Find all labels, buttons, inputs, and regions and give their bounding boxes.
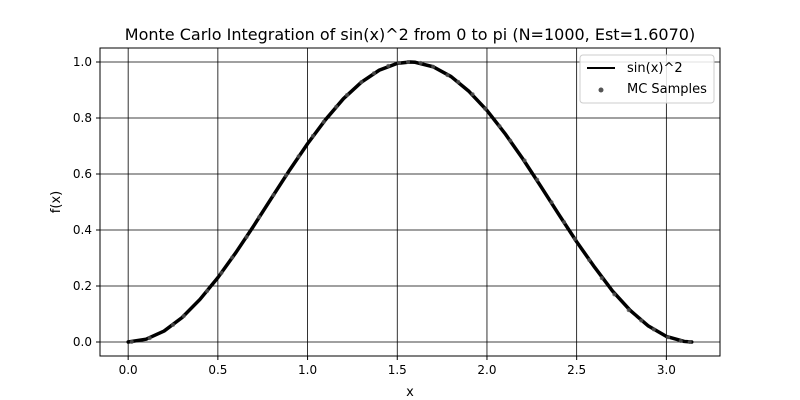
mc-sample-point	[599, 276, 604, 281]
x-tick-label: 3.0	[657, 363, 676, 377]
y-tick-label: 0.8	[73, 111, 92, 125]
x-tick-label: 1.0	[298, 363, 317, 377]
mc-sample-point	[230, 255, 235, 260]
mc-sample-point	[406, 60, 411, 64]
chart-title: Monte Carlo Integration of sin(x)^2 from…	[125, 25, 695, 44]
mc-sample-point	[205, 289, 210, 294]
y-axis-label: f(x)	[49, 191, 64, 213]
mc-sample-point	[181, 313, 186, 318]
y-tick-label: 0.6	[73, 167, 92, 181]
y-tick-label: 0.2	[73, 279, 92, 293]
legend-scatter-marker	[598, 87, 604, 93]
mc-sample-point	[244, 235, 249, 239]
mc-sample-point	[562, 220, 567, 225]
x-axis-label: x	[406, 385, 414, 400]
y-tick-label: 0.0	[73, 335, 92, 349]
legend: sin(x)^2 MC Samples	[579, 54, 715, 104]
mc-sample-point	[678, 338, 683, 343]
x-tick-label: 0.5	[208, 363, 227, 377]
legend-label-scatter: MC Samples	[627, 82, 707, 97]
mc-sample-point	[497, 124, 502, 129]
mc-sample-point	[371, 71, 376, 76]
x-tick-label: 0.0	[119, 363, 138, 377]
x-tick-label: 2.5	[567, 363, 586, 377]
mc-sample-point	[587, 257, 592, 262]
y-tick-label: 0.4	[73, 223, 92, 237]
mc-sample-point	[456, 79, 461, 84]
mc-sample-point	[257, 215, 262, 220]
plot-area	[126, 60, 694, 344]
mc-sample-point	[284, 173, 289, 178]
mc-sample-point	[651, 327, 656, 332]
mc-sample-point	[219, 270, 224, 275]
mc-sample-point	[321, 119, 326, 124]
x-tick-label: 1.5	[388, 363, 407, 377]
mc-sample-point	[549, 200, 554, 205]
sin-squared-line	[126, 60, 694, 344]
mc-sample-point	[483, 106, 488, 111]
mc-sample-point	[431, 64, 436, 69]
mc-sample-point	[687, 339, 692, 344]
mc-sample-point	[171, 322, 176, 327]
mc-sample-point	[418, 60, 423, 65]
axis-ticks: 0.0 0.5 1.0 1.5 2.0 2.5 3.0 0.0 0.2 0.4 0.6 0.8 1.0	[73, 55, 676, 377]
y-tick-label: 1.0	[73, 55, 92, 69]
mc-sample-point	[522, 158, 527, 163]
mc-sample-point	[147, 336, 152, 341]
mc-sample-point	[296, 154, 301, 159]
mc-sample-point	[334, 104, 339, 109]
mc-sample-point	[572, 236, 577, 241]
x-tick-label: 2.0	[477, 363, 496, 377]
mc-sample-point	[666, 335, 671, 340]
plot-frame	[99, 47, 721, 357]
mc-sample-point	[612, 292, 617, 297]
mc-sample-point	[345, 93, 350, 98]
mc-sample-point	[386, 63, 391, 68]
mc-sample-point	[271, 193, 276, 197]
mc-sample-point	[535, 177, 540, 182]
mc-sample-point	[470, 92, 475, 97]
mc-sample-point	[359, 80, 364, 85]
legend-label-line: sin(x)^2	[627, 61, 683, 76]
mc-sample-point	[626, 308, 631, 313]
mc-sample-point	[639, 318, 644, 323]
mc-sample-point	[310, 133, 315, 138]
mc-sample-point	[129, 339, 134, 344]
mc-sample-point	[445, 73, 450, 78]
mc-sample-point	[508, 138, 513, 143]
mc-sample-point	[397, 60, 402, 65]
grid	[100, 48, 720, 356]
